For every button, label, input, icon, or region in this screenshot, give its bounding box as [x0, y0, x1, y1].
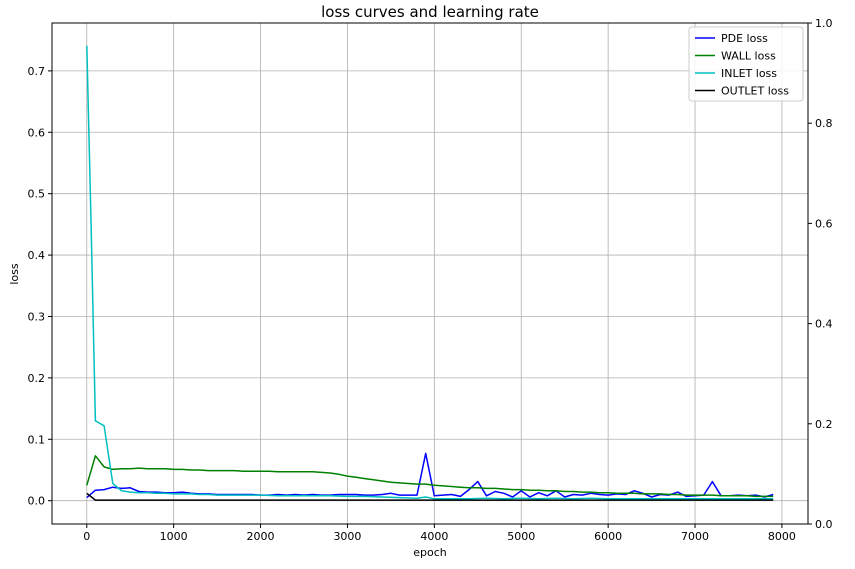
series-line-wall-loss [86, 455, 774, 498]
x-tick-label: 8000 [768, 530, 796, 543]
y2-tick-label: 0.2 [815, 418, 833, 431]
y-tick-label: 0.7 [28, 65, 46, 78]
x-axis: 0 1000 2000 3000 4000 5000 6000 7000 8000 [83, 524, 796, 543]
legend-box [688, 26, 804, 102]
grid-lines [52, 23, 808, 524]
x-tick-label: 4000 [420, 530, 448, 543]
series-line-outlet-loss [86, 492, 774, 501]
y2-tick-label: 0.4 [815, 318, 833, 331]
secondary-y-axis: 0.0 0.2 0.4 0.6 0.8 1.0 [808, 17, 833, 531]
x-tick-label: 7000 [681, 530, 709, 543]
series-line-pde-loss [86, 452, 774, 499]
y-tick-label: 0.5 [28, 188, 46, 201]
x-tick-label: 0 [83, 530, 90, 543]
y-axis-label: loss [8, 263, 21, 285]
plot-frame [51, 22, 809, 525]
chart-title: loss curves and learning rate [321, 3, 539, 21]
y-axis: 0.0 0.1 0.2 0.3 0.4 0.5 0.6 0.7 [28, 65, 52, 508]
y-tick-label: 0.6 [28, 126, 46, 139]
y-tick-label: 0.3 [28, 310, 46, 323]
series-lines [86, 45, 774, 501]
y2-tick-label: 0.0 [815, 518, 833, 531]
legend-label: WALL loss [721, 50, 776, 63]
x-axis-label: epoch [413, 546, 447, 559]
series-line-inlet-loss [86, 45, 774, 500]
x-tick-label: 5000 [507, 530, 535, 543]
x-tick-label: 6000 [594, 530, 622, 543]
legend: PDE loss WALL loss INLET loss OUTLET loss [688, 26, 804, 102]
legend-label: OUTLET loss [721, 85, 789, 98]
x-tick-label: 2000 [247, 530, 275, 543]
y-tick-label: 0.1 [28, 433, 46, 446]
x-tick-label: 3000 [333, 530, 361, 543]
legend-label: INLET loss [721, 67, 777, 80]
y-tick-label: 0.2 [28, 372, 46, 385]
y2-tick-label: 0.6 [815, 217, 833, 230]
y2-tick-label: 1.0 [815, 17, 833, 30]
x-tick-label: 1000 [160, 530, 188, 543]
y-tick-label: 0.4 [28, 249, 46, 262]
y2-tick-label: 0.8 [815, 117, 833, 130]
y-tick-label: 0.0 [28, 495, 46, 508]
legend-label: PDE loss [721, 32, 768, 45]
